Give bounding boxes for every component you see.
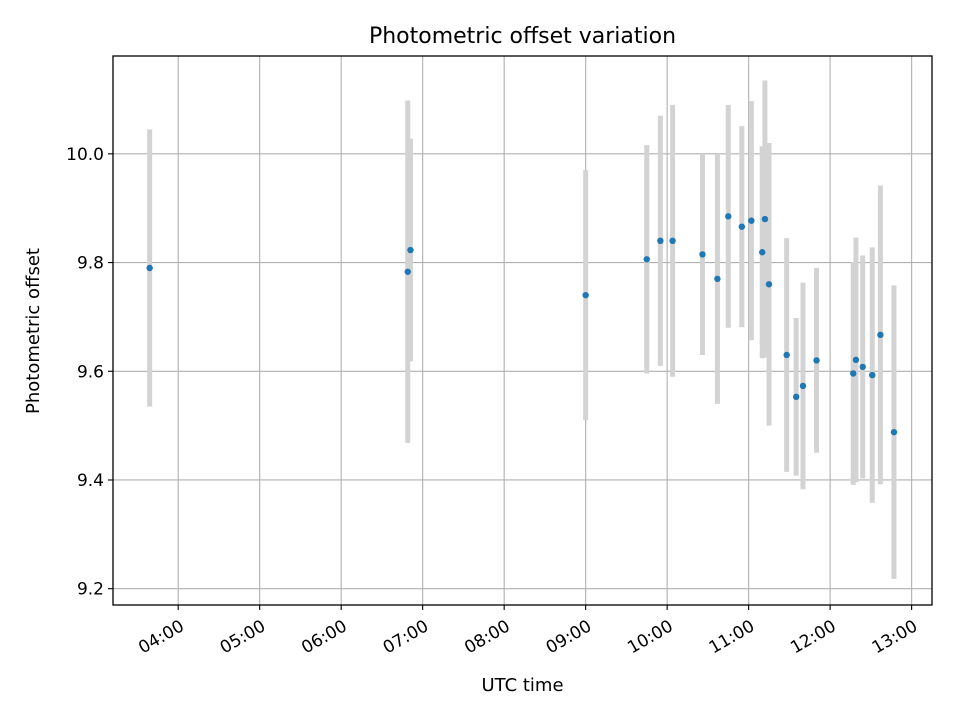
data-point (799, 382, 807, 390)
x-tick-label: 04:00 (135, 616, 187, 658)
x-tick-label: 05:00 (217, 616, 269, 658)
error-bars (147, 80, 897, 579)
data-point (852, 356, 860, 364)
data-point (643, 256, 650, 263)
y-tick-label: 10.0 (66, 145, 104, 165)
data-point (792, 393, 800, 401)
data-point (783, 351, 790, 359)
data-point (850, 370, 857, 377)
data-point (725, 213, 732, 220)
data-point (146, 264, 153, 272)
grid (113, 56, 932, 605)
data-point (699, 251, 706, 258)
data-point (748, 217, 755, 224)
data-point (813, 357, 820, 364)
x-tick-label: 12:00 (787, 616, 839, 658)
data-point (759, 249, 766, 256)
data-point (657, 237, 664, 245)
x-axis-ticks: 04:00 05:00 06:00 07:00 08:00 09:00 10:00 11:00… (135, 605, 921, 658)
data-point (761, 215, 769, 223)
y-tick-label: 9.4 (77, 471, 104, 491)
y-axis-ticks: 9.2 9.4 9.6 9.8 10.0 (66, 145, 113, 600)
data-point (407, 246, 414, 254)
y-tick-label: 9.8 (77, 254, 104, 274)
x-tick-label: 09:00 (543, 616, 595, 658)
data-point (890, 428, 898, 436)
x-tick-label: 08:00 (461, 616, 513, 658)
x-tick-label: 13:00 (869, 616, 921, 658)
x-tick-label: 07:00 (380, 616, 432, 658)
x-tick-label: 10:00 (624, 616, 676, 658)
data-point (404, 268, 411, 275)
x-axis-label: UTC time (481, 675, 563, 696)
x-tick-label: 06:00 (298, 616, 350, 658)
data-point (877, 331, 884, 339)
y-tick-label: 9.6 (77, 362, 104, 382)
data-point (765, 281, 773, 288)
data-points (146, 213, 898, 436)
data-point (738, 223, 746, 230)
data-point (869, 371, 876, 379)
y-axis-label: Photometric offset (23, 248, 44, 414)
data-point (859, 363, 866, 371)
y-tick-label: 9.2 (77, 580, 104, 600)
x-tick-label: 11:00 (706, 616, 758, 658)
data-point (714, 275, 721, 283)
data-point (582, 291, 589, 299)
chart-title: Photometric offset variation (369, 24, 676, 49)
plot-frame (112, 55, 933, 606)
data-point (669, 237, 676, 245)
